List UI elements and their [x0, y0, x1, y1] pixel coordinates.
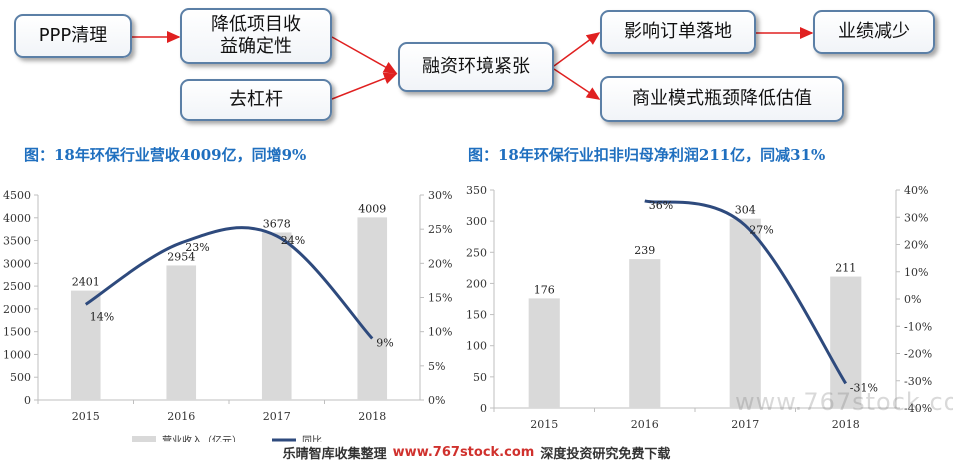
net-profit-x-tick-label: 2018 [832, 418, 860, 431]
net-profit-right-tick-label: 10% [904, 266, 928, 279]
revenue-left-tick-label: 0 [24, 394, 31, 407]
revenue-chart: 0 500 1000 1500 2000 2500 3000 3500 4000 4500 0% 5%… [0, 182, 470, 447]
net-profit-yoy-label: -31% [850, 381, 878, 394]
net-profit-x-tick-label: 2016 [631, 418, 659, 431]
net-profit-left-tick-label: 0 [480, 402, 487, 415]
revenue-yoy-line [84, 226, 374, 340]
net-profit-x-tick-label: 2015 [530, 418, 558, 431]
net-profit-right-tick-label: -10% [904, 320, 932, 333]
node-valuation-bottleneck: 商业模式瓶颈降低估值 [600, 76, 844, 122]
arrow-profit-to-financing [331, 36, 398, 74]
node-deleverage-label: 去杠杆 [229, 89, 283, 110]
net-profit-yoy-label: 27% [749, 223, 773, 236]
revenue-yoy-label: 14% [90, 310, 114, 323]
revenue-yoy-label: 24% [281, 234, 305, 247]
net-profit-chart-svg: 0 50 100 150 200 250 300 350 -40% -30% -20% -10% 0% 1… [466, 184, 932, 455]
net-profit-left-tick-label: 150 [466, 309, 487, 322]
net-profit-yoy-label: 36% [649, 199, 673, 212]
revenue-yoy-label: 23% [185, 241, 209, 254]
net-profit-bar-value-label: 304 [735, 204, 756, 217]
revenue-left-tick-label: 3000 [3, 257, 31, 270]
node-valuation-bottleneck-label: 商业模式瓶颈降低估值 [632, 88, 812, 109]
revenue-right-tick-label: 5% [428, 360, 445, 373]
revenue-left-tick-label: 2000 [3, 303, 31, 316]
revenue-chart-svg: 0 500 1000 1500 2000 2500 3000 3500 4000 4500 0% 5%… [3, 189, 452, 447]
net-profit-right-tick-label: 40% [904, 184, 928, 197]
arrow-financing-to-orders [553, 32, 601, 67]
net-profit-bar-value-label: 211 [835, 262, 856, 275]
revenue-right-tick-label: 20% [428, 257, 452, 270]
net-profit-left-tick-label: 250 [466, 246, 487, 259]
node-affect-orders-label: 影响订单落地 [624, 21, 732, 42]
node-affect-orders: 影响订单落地 [600, 10, 756, 54]
revenue-left-tick-label: 4500 [3, 189, 31, 202]
revenue-left-tick-label: 500 [10, 371, 31, 384]
revenue-right-tick-label: 25% [428, 223, 452, 236]
net-profit-bar-value-label: 176 [534, 283, 555, 296]
node-tight-financing-label: 融资环境紧张 [422, 56, 530, 77]
net-profit-left-tick-label: 350 [466, 184, 487, 197]
revenue-right-tick-label: 30% [428, 189, 452, 202]
net-profit-bar [528, 298, 560, 408]
net-profit-chart: 0 50 100 150 200 250 300 350 -40% -30% -20% -10% 0% 1… [462, 182, 953, 455]
net-profit-bar [729, 218, 761, 408]
footer-left-text: 乐晴智库收集整理 [282, 446, 387, 462]
revenue-bar-value-label: 4009 [358, 202, 386, 215]
net-profit-bar-value-label: 239 [634, 244, 655, 257]
left-chart-title: 图：18年环保行业营收4009亿，同增9% [24, 146, 307, 164]
net-profit-right-tick-label: 0% [904, 293, 921, 306]
net-profit-right-tick-label: 20% [904, 239, 928, 252]
revenue-bar [70, 290, 101, 400]
net-profit-right-tick-label: -20% [904, 348, 932, 361]
revenue-x-tick-label: 2017 [263, 410, 291, 423]
revenue-x-tick-label: 2015 [72, 410, 100, 423]
net-profit-right-tick-label: 30% [904, 211, 928, 224]
footer-right-text: 深度投资研究免费下载 [540, 446, 671, 462]
net-profit-left-tick-label: 200 [466, 277, 487, 290]
node-ppp-cleanup: PPP清理 [14, 14, 132, 58]
arrow-deleverage-to-financing [331, 72, 398, 100]
revenue-legend-bar-swatch [132, 436, 156, 444]
revenue-x-tick-label: 2016 [167, 410, 195, 423]
net-profit-left-tick-label: 300 [466, 215, 487, 228]
revenue-right-tick-label: 10% [428, 326, 452, 339]
revenue-left-tick-label: 1500 [3, 326, 31, 339]
flow-diagram: PPP清理 降低项目收 益确定性 去杠杆 融资环境紧张 影响订单落地 业绩减少 … [0, 0, 953, 140]
node-reduce-profit-certainty-label: 降低项目收 益确定性 [211, 14, 301, 57]
revenue-left-tick-label: 2500 [3, 280, 31, 293]
net-profit-bar [830, 276, 862, 408]
node-reduce-profit-certainty: 降低项目收 益确定性 [180, 8, 332, 64]
revenue-left-tick-label: 1000 [3, 348, 31, 361]
revenue-bar [166, 265, 197, 400]
revenue-bar-value-label: 2954 [167, 250, 195, 263]
node-deleverage: 去杠杆 [180, 79, 332, 121]
net-profit-left-tick-label: 50 [473, 371, 487, 384]
node-performance-decline-label: 业绩减少 [838, 21, 910, 42]
revenue-yoy-label: 9% [376, 337, 393, 350]
revenue-bar-value-label: 3678 [263, 217, 291, 230]
right-chart-title: 图：18年环保行业扣非归母净利润211亿，同减31% [468, 146, 826, 164]
revenue-left-tick-label: 4000 [3, 212, 31, 225]
revenue-bar-value-label: 2401 [72, 276, 100, 289]
revenue-right-tick-label: 0% [428, 394, 445, 407]
revenue-left-tick-label: 3500 [3, 235, 31, 248]
flow-arrows [132, 27, 814, 100]
net-profit-right-tick-label: -40% [904, 402, 932, 415]
revenue-right-tick-label: 15% [428, 292, 452, 305]
net-profit-left-tick-label: 100 [466, 340, 487, 353]
footer-url-link[interactable]: www.767stock.com [392, 444, 535, 460]
net-profit-right-tick-label: -30% [904, 375, 932, 388]
node-performance-decline: 业绩减少 [813, 10, 935, 54]
revenue-x-tick-label: 2018 [358, 410, 386, 423]
net-profit-yoy-line [644, 199, 848, 385]
net-profit-bar [629, 259, 661, 408]
node-ppp-cleanup-label: PPP清理 [38, 25, 108, 46]
footer-banner: 乐晴智库收集整理 www.767stock.com 深度投资研究免费下载 [0, 440, 953, 464]
node-tight-financing: 融资环境紧张 [398, 42, 554, 92]
revenue-bar [261, 232, 292, 400]
revenue-bar [357, 217, 388, 400]
net-profit-x-tick-label: 2017 [731, 418, 759, 431]
arrow-financing-to-valuation [553, 68, 601, 100]
